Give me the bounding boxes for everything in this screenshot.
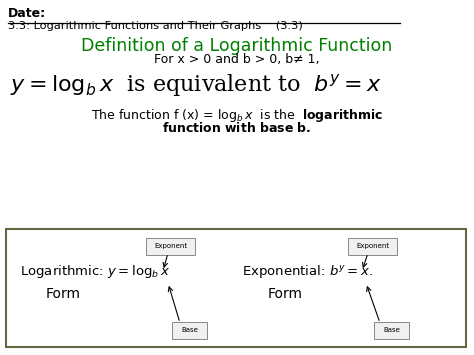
- Text: Form: Form: [268, 287, 303, 301]
- FancyBboxPatch shape: [348, 237, 398, 255]
- Text: Definition of a Logarithmic Function: Definition of a Logarithmic Function: [82, 37, 392, 55]
- Text: Exponential: $\mathbf{\mathit{b^y = x}}$.: Exponential: $\mathbf{\mathit{b^y = x}}$…: [242, 263, 373, 280]
- FancyBboxPatch shape: [374, 322, 410, 339]
- Text: For x > 0 and b > 0, b≠ 1,: For x > 0 and b > 0, b≠ 1,: [154, 53, 320, 66]
- Text: Base: Base: [182, 327, 199, 333]
- FancyBboxPatch shape: [6, 229, 466, 347]
- Text: $\mathbf{function\ with\ base\ b.}$: $\mathbf{function\ with\ base\ b.}$: [163, 121, 311, 135]
- Text: The function f (x) = $\log_b \mathbf{\mathit{x}}$  is the  $\mathbf{logarithmic}: The function f (x) = $\log_b \mathbf{\ma…: [91, 107, 383, 124]
- Text: Date:: Date:: [8, 7, 46, 20]
- Text: Exponent: Exponent: [356, 243, 390, 249]
- Text: Logarithmic: $\mathbf{\mathit{y = \log_b x}}$: Logarithmic: $\mathbf{\mathit{y = \log_b…: [20, 263, 170, 280]
- Text: $\mathbf{\mathit{y = \log_b x}}$  is equivalent to  $\mathbf{\mathit{b^y = x}}$: $\mathbf{\mathit{y = \log_b x}}$ is equi…: [10, 72, 382, 99]
- Text: Form: Form: [46, 287, 81, 301]
- Text: Exponent: Exponent: [155, 243, 188, 249]
- FancyBboxPatch shape: [173, 322, 208, 339]
- Text: 3.3: Logarithmic Functions and Their Graphs    (3.3): 3.3: Logarithmic Functions and Their Gra…: [8, 21, 303, 31]
- Text: Base: Base: [383, 327, 401, 333]
- FancyBboxPatch shape: [146, 237, 195, 255]
